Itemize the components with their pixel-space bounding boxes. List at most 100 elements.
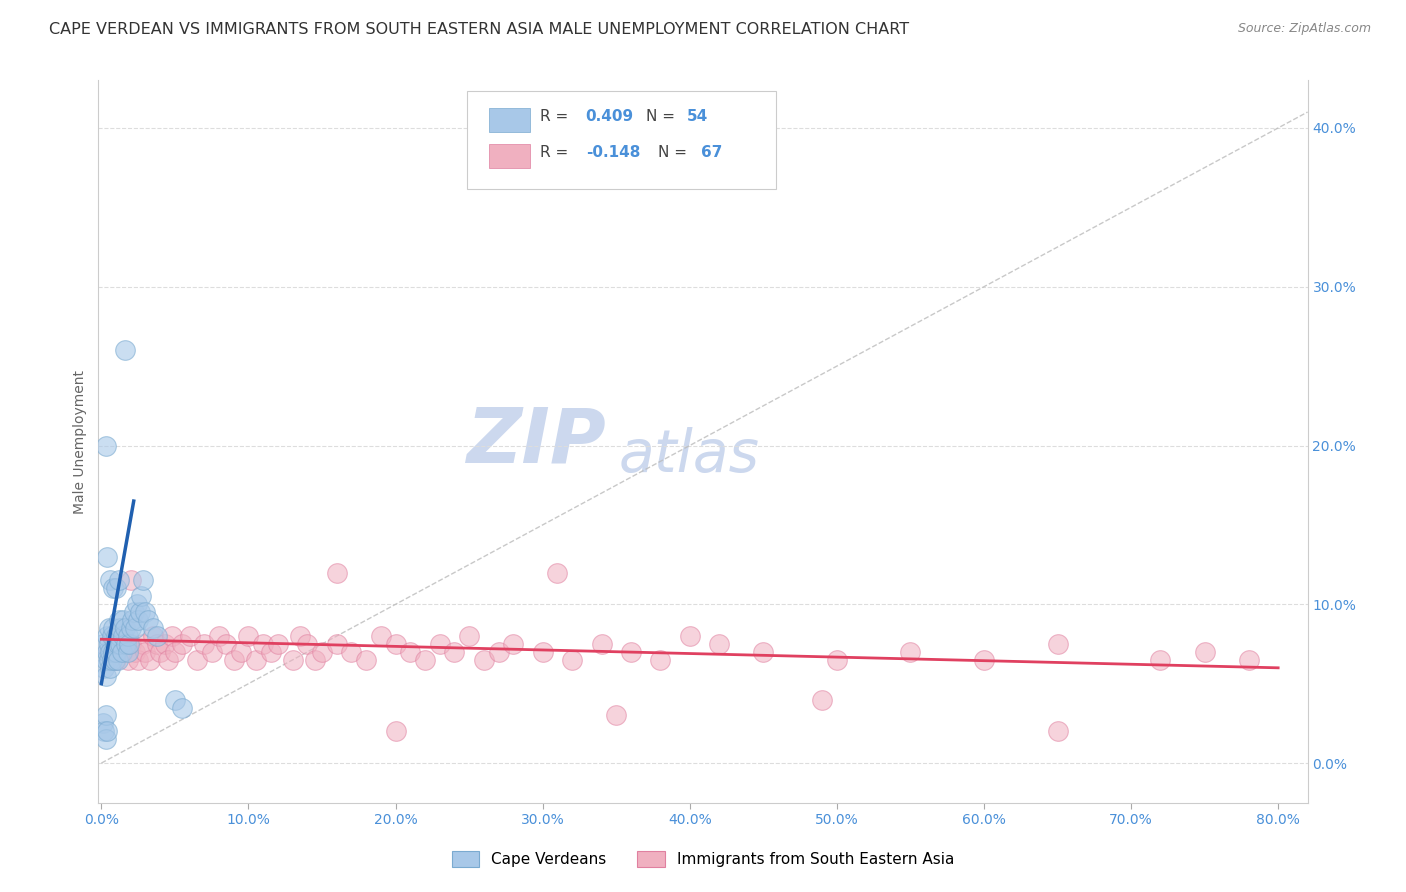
Point	[215, 637, 238, 651]
Point	[105, 653, 128, 667]
Point	[458, 629, 481, 643]
Point	[153, 637, 176, 651]
Point	[650, 653, 672, 667]
Point	[413, 653, 436, 667]
Point	[115, 637, 138, 651]
Text: Source: ZipAtlas.com: Source: ZipAtlas.com	[1237, 22, 1371, 36]
Point	[229, 645, 252, 659]
Point	[709, 637, 731, 651]
Point	[811, 692, 834, 706]
Point	[245, 653, 267, 667]
Point	[101, 645, 124, 659]
Point	[384, 724, 406, 739]
Point	[238, 629, 260, 643]
Point	[107, 637, 129, 651]
Point	[1046, 724, 1069, 739]
Point	[94, 653, 117, 667]
Point	[160, 629, 183, 643]
Point	[561, 653, 583, 667]
Point	[124, 645, 146, 659]
Point	[117, 653, 139, 667]
Point	[105, 629, 128, 643]
Text: R =: R =	[540, 145, 572, 160]
Point	[104, 653, 127, 667]
Text: 0.409: 0.409	[586, 109, 634, 124]
Point	[1237, 653, 1260, 667]
Point	[94, 708, 117, 723]
Point	[97, 653, 120, 667]
Point	[134, 605, 156, 619]
Point	[172, 637, 194, 651]
FancyBboxPatch shape	[467, 91, 776, 189]
Point	[96, 629, 118, 643]
Point	[97, 645, 120, 659]
Point	[297, 637, 319, 651]
Point	[96, 724, 118, 739]
Point	[399, 645, 422, 659]
Point	[122, 605, 145, 619]
Point	[179, 629, 201, 643]
Point	[104, 637, 127, 651]
Point	[112, 645, 135, 659]
Point	[101, 637, 124, 651]
Point	[110, 637, 132, 651]
Point	[267, 637, 290, 651]
Point	[443, 645, 465, 659]
Point	[1046, 637, 1069, 651]
Point	[117, 629, 139, 643]
Point	[100, 629, 122, 643]
Point	[94, 732, 117, 747]
Point	[114, 343, 136, 358]
Text: CAPE VERDEAN VS IMMIGRANTS FROM SOUTH EASTERN ASIA MALE UNEMPLOYMENT CORRELATION: CAPE VERDEAN VS IMMIGRANTS FROM SOUTH EA…	[49, 22, 910, 37]
Point	[825, 653, 848, 667]
Point	[108, 574, 131, 588]
Point	[546, 566, 568, 580]
Point	[124, 621, 146, 635]
Point	[502, 637, 524, 651]
Point	[531, 645, 554, 659]
Point	[384, 637, 406, 651]
Point	[131, 637, 153, 651]
Point	[186, 653, 208, 667]
Point	[91, 637, 114, 651]
Point	[94, 438, 117, 452]
Point	[108, 613, 131, 627]
Point	[259, 645, 281, 659]
Point	[110, 621, 132, 635]
Point	[752, 645, 775, 659]
Point	[973, 653, 995, 667]
Point	[105, 645, 128, 659]
Point	[208, 629, 231, 643]
Point	[127, 613, 149, 627]
Text: R =: R =	[540, 109, 572, 124]
Point	[120, 621, 142, 635]
Point	[201, 645, 224, 659]
Point	[288, 629, 311, 643]
Point	[93, 661, 115, 675]
Point	[134, 645, 156, 659]
FancyBboxPatch shape	[489, 144, 530, 169]
Point	[1149, 653, 1171, 667]
Point	[98, 645, 121, 659]
Point	[340, 645, 363, 659]
Point	[127, 653, 149, 667]
Point	[149, 645, 172, 659]
Point	[325, 566, 347, 580]
Point	[98, 661, 121, 675]
Point	[252, 637, 274, 651]
Point	[108, 629, 131, 643]
Y-axis label: Male Unemployment: Male Unemployment	[73, 369, 87, 514]
Text: N =: N =	[658, 145, 692, 160]
Point	[900, 645, 922, 659]
Point	[128, 605, 150, 619]
Point	[96, 645, 118, 659]
Point	[94, 669, 117, 683]
Point	[488, 645, 510, 659]
Point	[93, 724, 115, 739]
Point	[111, 645, 134, 659]
Point	[100, 653, 122, 667]
Point	[146, 637, 169, 651]
Point	[97, 637, 120, 651]
Point	[172, 700, 194, 714]
Point	[354, 653, 377, 667]
